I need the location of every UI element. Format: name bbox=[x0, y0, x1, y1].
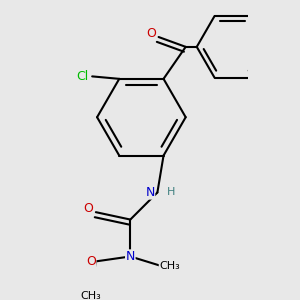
Text: CH₃: CH₃ bbox=[81, 291, 101, 300]
Text: Cl: Cl bbox=[76, 70, 88, 83]
Text: O: O bbox=[83, 202, 93, 215]
Text: O: O bbox=[86, 255, 96, 268]
Text: N: N bbox=[126, 250, 135, 263]
Text: N: N bbox=[145, 186, 155, 199]
Text: O: O bbox=[146, 27, 156, 40]
Text: CH₃: CH₃ bbox=[159, 261, 180, 271]
Text: H: H bbox=[167, 188, 176, 197]
